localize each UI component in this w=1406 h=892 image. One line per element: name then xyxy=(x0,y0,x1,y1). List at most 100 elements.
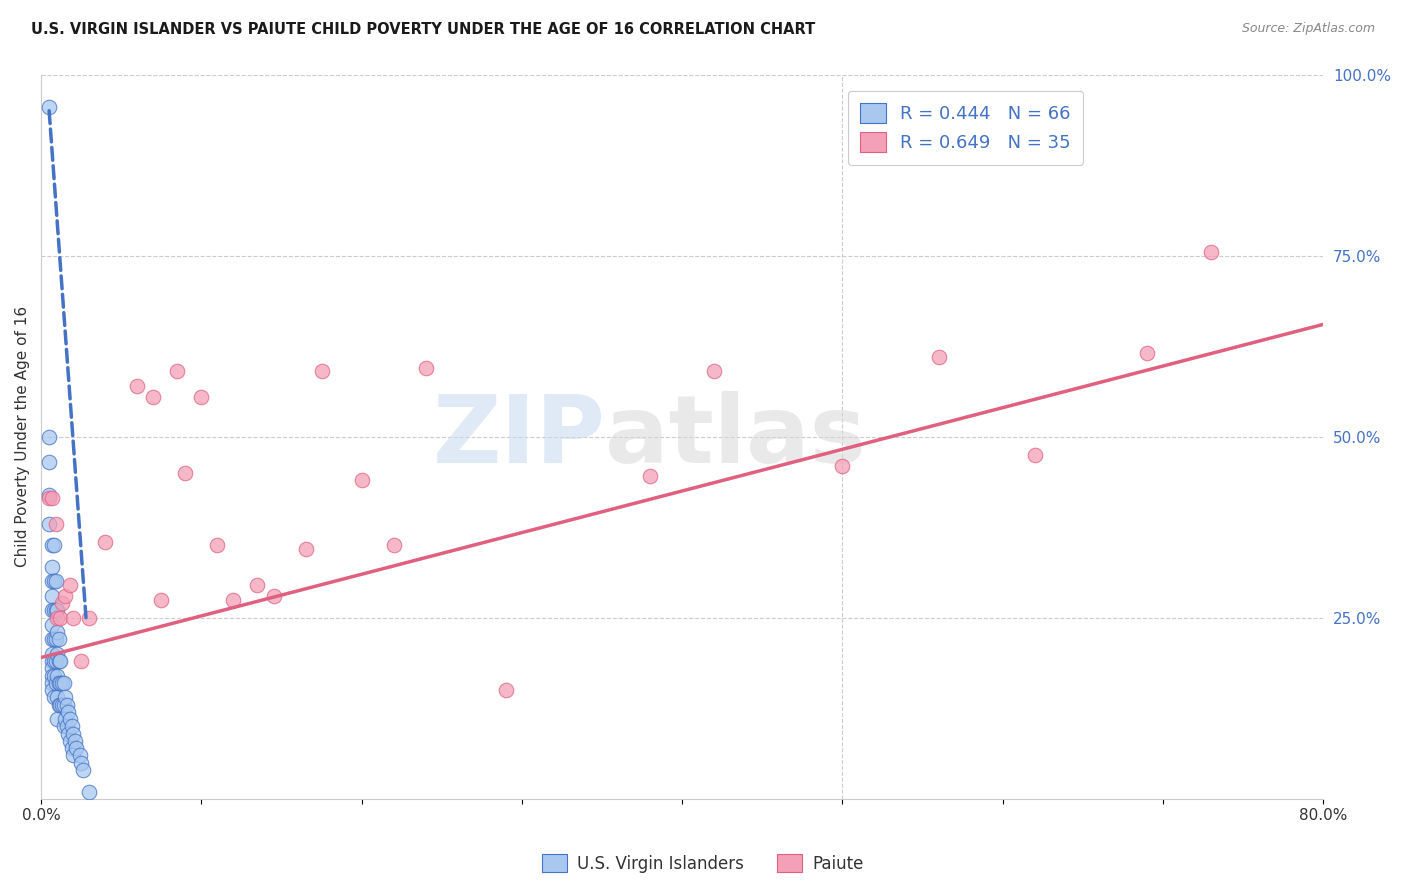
Point xyxy=(62,726,84,740)
Point xyxy=(41,589,63,603)
Point xyxy=(415,360,437,375)
Point xyxy=(1024,448,1046,462)
Point xyxy=(55,719,77,733)
Point xyxy=(41,560,63,574)
Point xyxy=(142,390,165,404)
Point xyxy=(59,734,82,748)
Point xyxy=(44,654,66,668)
Point xyxy=(350,473,373,487)
Legend: R = 0.444   N = 66, R = 0.649   N = 35: R = 0.444 N = 66, R = 0.649 N = 35 xyxy=(848,91,1084,165)
Point xyxy=(41,654,63,668)
Point xyxy=(49,698,72,712)
Point xyxy=(46,603,69,617)
Point xyxy=(44,676,66,690)
Point xyxy=(53,690,76,705)
Point xyxy=(1136,346,1159,360)
Point xyxy=(41,538,63,552)
Point xyxy=(51,596,73,610)
Point xyxy=(41,618,63,632)
Legend: U.S. Virgin Islanders, Paiute: U.S. Virgin Islanders, Paiute xyxy=(536,847,870,880)
Point xyxy=(38,100,60,114)
Text: ZIP: ZIP xyxy=(433,391,605,483)
Point xyxy=(51,698,73,712)
Point xyxy=(46,712,69,726)
Point xyxy=(52,698,75,712)
Point xyxy=(127,379,149,393)
Point xyxy=(41,676,63,690)
Point xyxy=(51,676,73,690)
Point xyxy=(166,364,188,378)
Point xyxy=(42,538,65,552)
Point xyxy=(222,592,245,607)
Point xyxy=(94,534,117,549)
Point xyxy=(48,632,70,647)
Point xyxy=(207,538,229,552)
Point xyxy=(46,647,69,661)
Point xyxy=(60,741,83,756)
Point xyxy=(190,390,212,404)
Point xyxy=(58,705,80,719)
Point xyxy=(42,654,65,668)
Point xyxy=(46,610,69,624)
Point xyxy=(77,610,100,624)
Point xyxy=(294,541,316,556)
Point xyxy=(150,592,173,607)
Point xyxy=(48,654,70,668)
Point xyxy=(638,469,661,483)
Point xyxy=(49,676,72,690)
Point xyxy=(48,676,70,690)
Point xyxy=(44,574,66,589)
Point xyxy=(41,661,63,675)
Point xyxy=(831,458,853,473)
Point xyxy=(42,574,65,589)
Y-axis label: Child Poverty Under the Age of 16: Child Poverty Under the Age of 16 xyxy=(15,306,30,567)
Point xyxy=(41,632,63,647)
Point xyxy=(41,647,63,661)
Point xyxy=(703,364,725,378)
Point xyxy=(77,784,100,798)
Point xyxy=(53,712,76,726)
Point xyxy=(53,589,76,603)
Point xyxy=(52,719,75,733)
Point xyxy=(174,466,197,480)
Point xyxy=(58,726,80,740)
Point xyxy=(42,668,65,682)
Point xyxy=(495,683,517,698)
Point xyxy=(70,756,93,770)
Point xyxy=(55,698,77,712)
Point xyxy=(42,603,65,617)
Point xyxy=(44,603,66,617)
Point xyxy=(49,610,72,624)
Point xyxy=(65,741,87,756)
Point xyxy=(41,574,63,589)
Point xyxy=(38,487,60,501)
Point xyxy=(63,734,86,748)
Point xyxy=(38,455,60,469)
Point xyxy=(42,632,65,647)
Text: Source: ZipAtlas.com: Source: ZipAtlas.com xyxy=(1241,22,1375,36)
Point xyxy=(38,516,60,531)
Point xyxy=(59,578,82,592)
Point xyxy=(46,690,69,705)
Point xyxy=(41,668,63,682)
Point xyxy=(41,603,63,617)
Point xyxy=(70,654,93,668)
Point xyxy=(246,578,269,592)
Point xyxy=(38,491,60,506)
Point xyxy=(1199,244,1222,259)
Point xyxy=(928,350,950,364)
Point xyxy=(38,430,60,444)
Point xyxy=(46,625,69,640)
Point xyxy=(72,763,94,777)
Point xyxy=(49,654,72,668)
Point xyxy=(41,683,63,698)
Point xyxy=(42,690,65,705)
Text: atlas: atlas xyxy=(605,391,866,483)
Point xyxy=(48,698,70,712)
Point xyxy=(311,364,333,378)
Point xyxy=(263,589,285,603)
Point xyxy=(41,491,63,506)
Point xyxy=(62,748,84,763)
Point xyxy=(44,516,66,531)
Point xyxy=(59,712,82,726)
